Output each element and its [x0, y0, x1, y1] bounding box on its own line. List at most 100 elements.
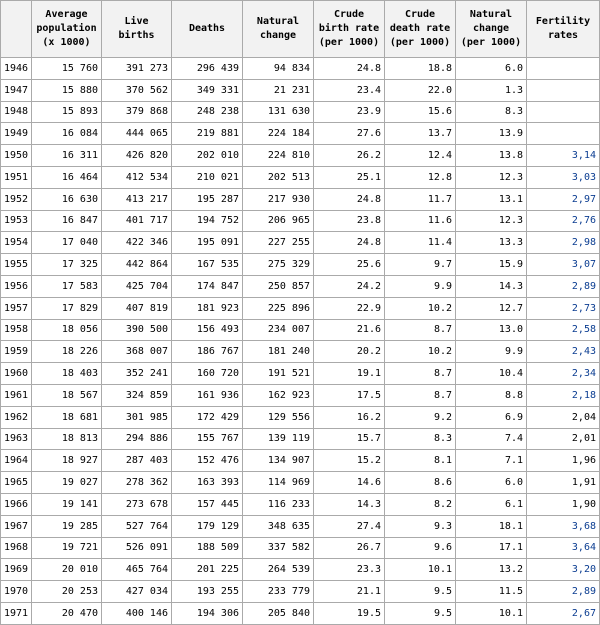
cell-live-births: 287 403 — [101, 449, 172, 473]
cell-live-births: 368 007 — [101, 340, 172, 364]
header-deaths[interactable]: Deaths — [171, 0, 243, 58]
cell-natural-change: 116 233 — [242, 492, 314, 516]
header-year — [0, 0, 32, 58]
cell-year: 1962 — [0, 405, 32, 429]
cell-deaths: 188 509 — [171, 536, 243, 560]
cell-fertility-rate[interactable]: 2,97 — [526, 187, 600, 211]
cell-live-births: 465 764 — [101, 558, 172, 582]
cell-fertility-rate[interactable]: 2,89 — [526, 274, 600, 298]
cell-fertility-rate[interactable]: 2,73 — [526, 296, 600, 320]
cell-fertility-rate[interactable]: 3,20 — [526, 558, 600, 582]
cell-natural-change-rate: 6.0 — [455, 471, 527, 494]
cell-natural-change: 217 930 — [242, 187, 314, 211]
cell-live-births: 427 034 — [101, 580, 172, 603]
cell-fertility-rate[interactable]: 2,43 — [526, 340, 600, 364]
cell-fertility-rate[interactable]: 2,18 — [526, 383, 600, 407]
cell-year: 1950 — [0, 144, 32, 167]
cell-natural-change-rate: 12.3 — [455, 165, 527, 189]
cell-natural-change: 250 857 — [242, 274, 314, 298]
cell-live-births: 352 241 — [101, 362, 172, 385]
table-row: 1971 20 470 400 146 194 306 205 840 19.5 9.5 10… — [0, 601, 600, 625]
cell-natural-change-rate: 15.9 — [455, 253, 527, 276]
cell-deaths: 172 429 — [171, 405, 243, 429]
cell-fertility-rate[interactable]: 2,76 — [526, 209, 600, 233]
cell-crude-death-rate: 9.2 — [384, 405, 456, 429]
cell-crude-death-rate: 9.3 — [384, 514, 456, 538]
cell-deaths: 201 225 — [171, 558, 243, 582]
cell-deaths: 248 238 — [171, 100, 243, 124]
cell-live-births: 301 985 — [101, 405, 172, 429]
cell-deaths: 194 306 — [171, 601, 243, 625]
cell-crude-death-rate: 11.6 — [384, 209, 456, 233]
cell-population: 20 470 — [31, 601, 102, 625]
cell-crude-birth-rate: 16.2 — [313, 405, 385, 429]
header-row: Average population (x 1000) Live births … — [0, 0, 600, 58]
cell-natural-change-rate: 17.1 — [455, 536, 527, 560]
table-row: 1957 17 829 407 819 181 923 225 896 22.9 10.2 1… — [0, 296, 600, 320]
cell-crude-death-rate: 11.7 — [384, 187, 456, 211]
header-natural-change-rate[interactable]: Natural change (per 1000) — [455, 0, 527, 58]
cell-fertility-rate[interactable]: 2,89 — [526, 580, 600, 603]
cell-deaths: 210 021 — [171, 165, 243, 189]
cell-crude-birth-rate: 22.9 — [313, 296, 385, 320]
header-live-births[interactable]: Live births — [101, 0, 172, 58]
cell-crude-death-rate: 8.1 — [384, 449, 456, 473]
cell-population: 18 403 — [31, 362, 102, 385]
cell-natural-change: 205 840 — [242, 601, 314, 625]
cell-fertility-rate[interactable]: 2,34 — [526, 362, 600, 385]
cell-population: 18 681 — [31, 405, 102, 429]
cell-live-births: 407 819 — [101, 296, 172, 320]
cell-crude-death-rate: 12.4 — [384, 144, 456, 167]
cell-fertility-rate[interactable]: 2,58 — [526, 318, 600, 342]
cell-year: 1952 — [0, 187, 32, 211]
table-row: 1954 17 040 422 346 195 091 227 255 24.8 11.4 1… — [0, 231, 600, 255]
table-row: 1961 18 567 324 859 161 936 162 923 17.5 8.7 8.… — [0, 383, 600, 407]
cell-natural-change: 224 184 — [242, 122, 314, 146]
cell-fertility-rate[interactable]: 3,68 — [526, 514, 600, 538]
header-crude-birth-rate[interactable]: Crude birth rate (per 1000) — [313, 0, 385, 58]
cell-fertility-rate[interactable]: 3,14 — [526, 144, 600, 167]
table-row: 1959 18 226 368 007 186 767 181 240 20.2 10.2 9… — [0, 340, 600, 364]
table-row: 1949 16 084 444 065 219 881 224 184 27.6 13.7 1… — [0, 122, 600, 146]
cell-fertility-rate[interactable]: 2,98 — [526, 231, 600, 255]
cell-deaths: 155 767 — [171, 427, 243, 451]
cell-year: 1960 — [0, 362, 32, 385]
header-fertility-rates[interactable]: Fertility rates — [526, 0, 600, 58]
cell-crude-birth-rate: 25.1 — [313, 165, 385, 189]
cell-fertility-rate[interactable]: 2,67 — [526, 601, 600, 625]
cell-crude-birth-rate: 27.4 — [313, 514, 385, 538]
cell-crude-death-rate: 9.7 — [384, 253, 456, 276]
table-row: 1970 20 253 427 034 193 255 233 779 21.1 9.5 11… — [0, 580, 600, 603]
cell-natural-change: 234 007 — [242, 318, 314, 342]
header-natural-change[interactable]: Natural change — [242, 0, 314, 58]
cell-natural-change: 114 969 — [242, 471, 314, 494]
cell-fertility-rate[interactable]: 3,03 — [526, 165, 600, 189]
table-row: 1967 19 285 527 764 179 129 348 635 27.4 9.3 18… — [0, 514, 600, 538]
cell-live-births: 412 534 — [101, 165, 172, 189]
header-crude-death-rate[interactable]: Crude death rate (per 1000) — [384, 0, 456, 58]
cell-natural-change: 225 896 — [242, 296, 314, 320]
cell-fertility-rate[interactable]: 3,07 — [526, 253, 600, 276]
cell-crude-birth-rate: 21.6 — [313, 318, 385, 342]
cell-live-births: 379 868 — [101, 100, 172, 124]
cell-year: 1951 — [0, 165, 32, 189]
cell-deaths: 219 881 — [171, 122, 243, 146]
cell-year: 1959 — [0, 340, 32, 364]
cell-live-births: 527 764 — [101, 514, 172, 538]
cell-population: 19 141 — [31, 492, 102, 516]
cell-crude-death-rate: 8.6 — [384, 471, 456, 494]
cell-fertility-rate: 2,04 — [526, 405, 600, 429]
cell-live-births: 413 217 — [101, 187, 172, 211]
cell-fertility-rate: 1,96 — [526, 449, 600, 473]
cell-live-births: 390 500 — [101, 318, 172, 342]
cell-live-births: 425 704 — [101, 274, 172, 298]
cell-natural-change: 129 556 — [242, 405, 314, 429]
cell-natural-change-rate: 7.4 — [455, 427, 527, 451]
cell-crude-birth-rate: 26.2 — [313, 144, 385, 167]
cell-fertility-rate[interactable]: 3,64 — [526, 536, 600, 560]
cell-crude-death-rate: 22.0 — [384, 78, 456, 102]
cell-natural-change: 181 240 — [242, 340, 314, 364]
header-average-population[interactable]: Average population (x 1000) — [31, 0, 102, 58]
cell-population: 16 311 — [31, 144, 102, 167]
cell-natural-change-rate: 9.9 — [455, 340, 527, 364]
